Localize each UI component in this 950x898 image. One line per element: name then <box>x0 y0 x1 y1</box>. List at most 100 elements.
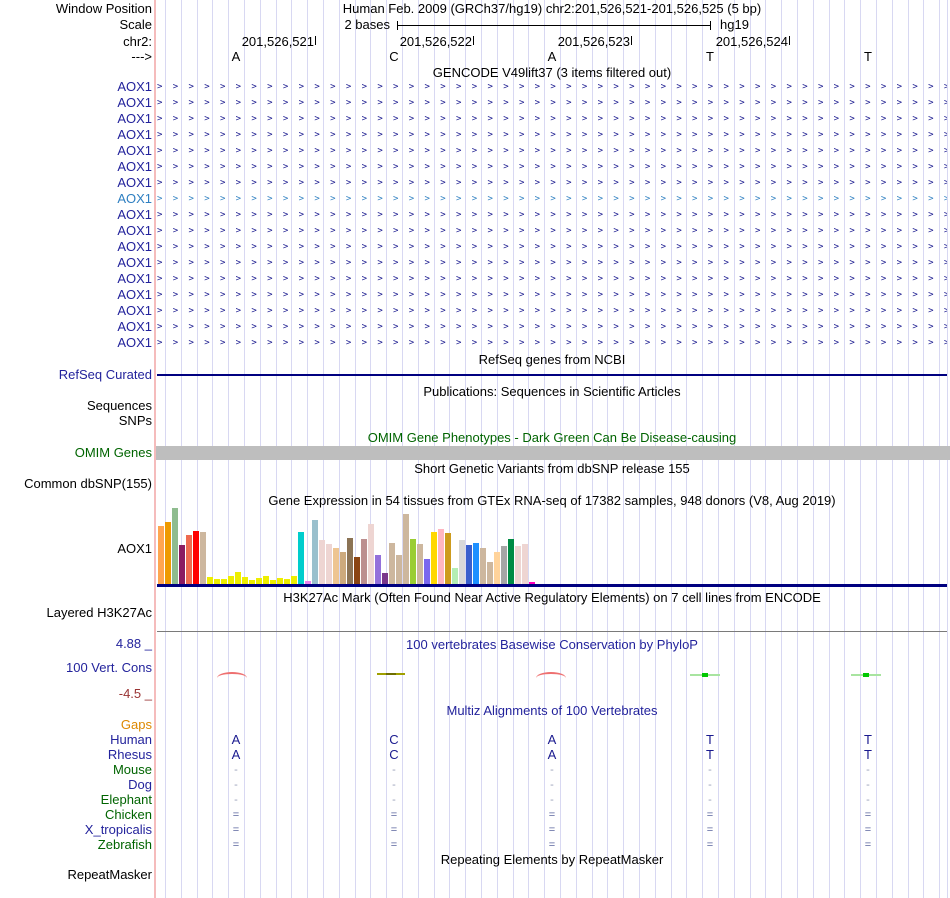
gencode-transcript-label[interactable]: AOX1 <box>117 207 152 222</box>
gtex-tissue-bar[interactable] <box>186 535 192 584</box>
gtex-tissue-bar[interactable] <box>228 576 234 584</box>
multiz-species-label-gaps[interactable]: Gaps <box>120 717 152 732</box>
gencode-transcript-exon-arrows[interactable]: > > > > > > > > > > > > > > > > > > > > … <box>157 226 947 236</box>
refseq-curated-track-label[interactable]: RefSeq Curated <box>58 367 152 382</box>
gtex-tissue-bar[interactable] <box>193 531 199 584</box>
gtex-tissue-bar[interactable] <box>515 546 521 584</box>
gencode-transcript-exon-arrows[interactable]: > > > > > > > > > > > > > > > > > > > > … <box>157 210 947 220</box>
gencode-transcript-label[interactable]: AOX1 <box>117 159 152 174</box>
multiz-species-label-elephant[interactable]: Elephant <box>100 792 152 807</box>
gencode-transcript-label[interactable]: AOX1 <box>117 303 152 318</box>
gtex-tissue-bar[interactable] <box>424 559 430 584</box>
gencode-transcript-exon-arrows[interactable]: > > > > > > > > > > > > > > > > > > > > … <box>157 338 947 348</box>
gtex-tissue-bar[interactable] <box>333 548 339 584</box>
gtex-tissue-bar[interactable] <box>494 552 500 584</box>
gtex-tissue-bar[interactable] <box>529 582 535 584</box>
gencode-transcript-label[interactable]: AOX1 <box>117 255 152 270</box>
h3k27ac-track-label[interactable]: Layered H3K27Ac <box>46 605 152 620</box>
gtex-tissue-bar[interactable] <box>242 577 248 584</box>
multiz-species-label-chicken[interactable]: Chicken <box>105 807 152 822</box>
gtex-tissue-bar[interactable] <box>452 568 458 584</box>
gencode-transcript-exon-arrows[interactable]: > > > > > > > > > > > > > > > > > > > > … <box>157 114 947 124</box>
gtex-tissue-bar[interactable] <box>200 532 206 584</box>
gtex-tissue-bar[interactable] <box>438 529 444 584</box>
gencode-transcript-label[interactable]: AOX1 <box>117 287 152 302</box>
gtex-tissue-bar[interactable] <box>179 545 185 584</box>
multiz-species-label-dog[interactable]: Dog <box>128 777 152 792</box>
gtex-tissue-bar[interactable] <box>480 548 486 584</box>
gencode-transcript-label[interactable]: AOX1 <box>117 143 152 158</box>
gencode-transcript-label[interactable]: AOX1 <box>117 239 152 254</box>
gencode-transcript-exon-arrows[interactable]: > > > > > > > > > > > > > > > > > > > > … <box>157 194 947 204</box>
gencode-transcript-exon-arrows[interactable]: > > > > > > > > > > > > > > > > > > > > … <box>157 146 947 156</box>
gencode-transcript-exon-arrows[interactable]: > > > > > > > > > > > > > > > > > > > > … <box>157 258 947 268</box>
publications-snps-label[interactable]: SNPs <box>118 413 152 428</box>
multiz-species-label-human[interactable]: Human <box>110 732 152 747</box>
gencode-transcript-exon-arrows[interactable]: > > > > > > > > > > > > > > > > > > > > … <box>157 130 947 140</box>
gencode-transcript-exon-arrows[interactable]: > > > > > > > > > > > > > > > > > > > > … <box>157 162 947 172</box>
gtex-tissue-bar[interactable] <box>382 573 388 584</box>
gtex-tissue-bar[interactable] <box>305 581 311 584</box>
gtex-tissue-bar[interactable] <box>403 514 409 584</box>
gtex-tissue-bar[interactable] <box>347 538 353 584</box>
gtex-tissue-bar[interactable] <box>270 580 276 584</box>
refseq-gene-line[interactable] <box>157 374 947 376</box>
gtex-tissue-bar[interactable] <box>473 543 479 584</box>
gtex-tissue-bar[interactable] <box>501 546 507 584</box>
dbsnp-track-label[interactable]: Common dbSNP(155) <box>24 476 152 491</box>
gtex-tissue-bar[interactable] <box>172 508 178 584</box>
omim-genes-band[interactable] <box>156 446 950 460</box>
gtex-tissue-bar[interactable] <box>508 539 514 584</box>
gtex-tissue-bar[interactable] <box>158 526 164 584</box>
gtex-tissue-bar[interactable] <box>375 555 381 584</box>
gencode-transcript-exon-arrows[interactable]: > > > > > > > > > > > > > > > > > > > > … <box>157 178 947 188</box>
gtex-tissue-bar[interactable] <box>396 555 402 584</box>
gtex-tissue-bar[interactable] <box>466 545 472 584</box>
gtex-tissue-bar[interactable] <box>417 544 423 584</box>
multiz-species-label-zebrafish[interactable]: Zebrafish <box>97 837 152 852</box>
gtex-tissue-bar[interactable] <box>221 579 227 584</box>
gencode-transcript-label[interactable]: AOX1 <box>117 191 152 206</box>
omim-genes-track-label[interactable]: OMIM Genes <box>74 445 152 460</box>
gencode-transcript-exon-arrows[interactable]: > > > > > > > > > > > > > > > > > > > > … <box>157 82 947 92</box>
gencode-transcript-label[interactable]: AOX1 <box>117 111 152 126</box>
gtex-tissue-bar[interactable] <box>214 579 220 584</box>
gtex-tissue-bar[interactable] <box>445 533 451 584</box>
gtex-tissue-bar[interactable] <box>389 543 395 584</box>
gencode-transcript-label[interactable]: AOX1 <box>117 271 152 286</box>
phylop-track-label[interactable]: 100 Vert. Cons <box>66 660 152 675</box>
gtex-tissue-bar[interactable] <box>368 524 374 584</box>
gencode-transcript-exon-arrows[interactable]: > > > > > > > > > > > > > > > > > > > > … <box>157 306 947 316</box>
gtex-tissue-bar[interactable] <box>235 572 241 584</box>
gtex-tissue-bar[interactable] <box>284 579 290 584</box>
gtex-tissue-bar[interactable] <box>410 539 416 584</box>
gencode-transcript-label[interactable]: AOX1 <box>117 175 152 190</box>
gtex-tissue-bar[interactable] <box>361 539 367 584</box>
publications-sequences-label[interactable]: Sequences <box>86 398 152 413</box>
gencode-transcript-exon-arrows[interactable]: > > > > > > > > > > > > > > > > > > > > … <box>157 274 947 284</box>
gtex-gene-label[interactable]: AOX1 <box>117 541 152 556</box>
gencode-transcript-exon-arrows[interactable]: > > > > > > > > > > > > > > > > > > > > … <box>157 322 947 332</box>
gtex-tissue-bar[interactable] <box>459 540 465 584</box>
gtex-tissue-bar[interactable] <box>487 562 493 584</box>
gencode-transcript-label[interactable]: AOX1 <box>117 335 152 350</box>
gtex-tissue-bar[interactable] <box>354 557 360 584</box>
multiz-species-label-rhesus[interactable]: Rhesus <box>107 747 152 762</box>
gtex-tissue-bar[interactable] <box>326 544 332 584</box>
gencode-transcript-label[interactable]: AOX1 <box>117 127 152 142</box>
gtex-tissue-bar[interactable] <box>522 544 528 584</box>
gtex-tissue-bar[interactable] <box>319 540 325 584</box>
gencode-transcript-label[interactable]: AOX1 <box>117 223 152 238</box>
gtex-tissue-bar[interactable] <box>165 522 171 584</box>
gencode-transcript-label[interactable]: AOX1 <box>117 79 152 94</box>
gtex-tissue-bar[interactable] <box>298 532 304 584</box>
gencode-transcript-exon-arrows[interactable]: > > > > > > > > > > > > > > > > > > > > … <box>157 242 947 252</box>
gtex-tissue-bar[interactable] <box>291 576 297 584</box>
gencode-transcript-label[interactable]: AOX1 <box>117 319 152 334</box>
gtex-tissue-bar[interactable] <box>256 578 262 584</box>
gtex-tissue-bar[interactable] <box>277 578 283 584</box>
gencode-transcript-label[interactable]: AOX1 <box>117 95 152 110</box>
gtex-tissue-bar[interactable] <box>263 576 269 584</box>
gencode-transcript-exon-arrows[interactable]: > > > > > > > > > > > > > > > > > > > > … <box>157 98 947 108</box>
gtex-tissue-bar[interactable] <box>312 520 318 584</box>
